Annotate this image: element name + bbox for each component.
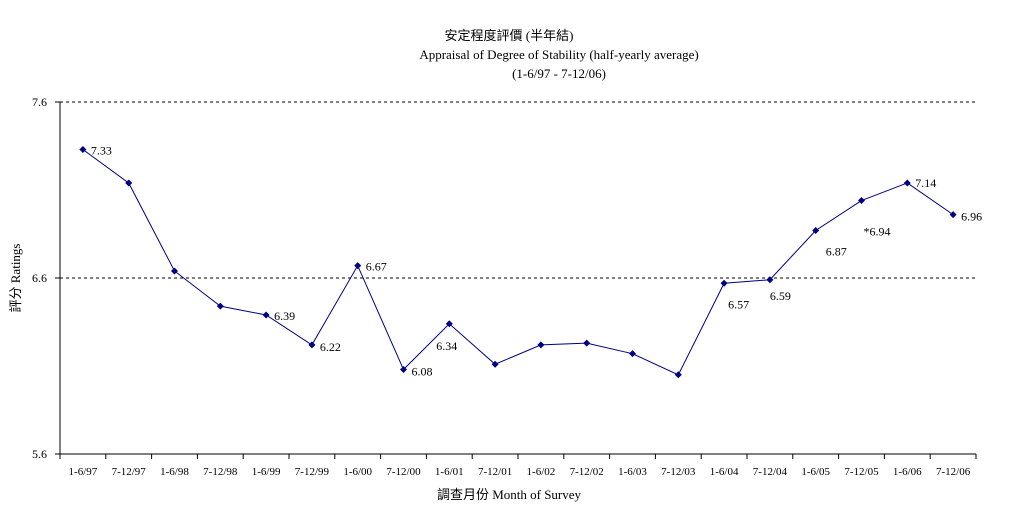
data-point [629,350,636,358]
data-label: 6.39 [274,309,295,323]
data-point [171,267,178,275]
data-point [583,339,591,347]
data-label: 6.22 [320,340,341,354]
data-point [903,179,911,187]
data-point [491,360,499,368]
data-point [445,320,453,328]
y-tick-label: 6.6 [32,271,47,285]
data-point [766,276,774,284]
x-tick-label: 7-12/02 [570,466,604,478]
x-tick-label: 1-6/98 [160,466,189,478]
data-point [400,366,407,374]
x-tick-label: 1-6/06 [893,466,922,478]
x-tick-label: 7-12/05 [844,466,879,478]
data-label: 6.34 [436,339,457,353]
data-label: *6.94 [864,225,891,239]
data-point [949,211,957,219]
data-label: 6.08 [412,365,433,379]
data-label: 6.57 [728,297,749,311]
x-axis-label: 調查月份 Month of Survey [437,487,582,502]
x-tick-label: 7-12/98 [203,466,238,478]
x-tick-label: 7-12/04 [753,466,788,478]
x-tick-label: 7-12/01 [478,466,512,478]
x-tick-label: 1-6/01 [435,466,464,478]
data-point [674,371,682,379]
data-label: 7.14 [915,176,936,190]
data-label: 6.96 [961,210,982,224]
data-point [858,197,865,205]
x-tick-label: 1-6/05 [801,466,830,478]
data-label: 6.87 [826,244,847,258]
x-tick-label: 1-6/02 [527,466,556,478]
data-label: 7.33 [91,144,112,158]
x-tick-label: 7-12/99 [295,466,330,478]
x-tick-label: 7-12/03 [661,466,696,478]
x-tick-label: 1-6/97 [69,466,98,478]
data-point [537,341,545,349]
y-tick-label: 7.6 [32,95,47,109]
x-tick-label: 7-12/97 [112,466,147,478]
data-point [812,226,820,234]
chart-title: 安定程度評價 (半年結) [445,28,574,43]
data-point [79,146,87,154]
series-line [82,149,954,376]
data-label: 6.67 [366,260,387,274]
data-point [308,341,316,349]
data-point [125,179,133,187]
y-tick-label: 5.6 [32,447,47,461]
data-point [262,311,270,319]
x-tick-label: 7-12/00 [386,466,421,478]
data-point [354,262,362,270]
chart-subtitle: Appraisal of Degree of Stability (half-y… [419,47,698,62]
x-tick-label: 1-6/04 [710,466,739,478]
data-label: 6.59 [770,289,791,303]
y-axis-label: 評分 Ratings [8,244,23,313]
x-tick-label: 7-12/06 [936,466,971,478]
data-point [216,302,224,310]
chart-subtitle-range: (1-6/97 - 7-12/06) [512,66,606,81]
x-tick-label: 1-6/00 [343,466,372,478]
data-point [720,279,728,287]
x-tick-label: 1-6/99 [252,466,281,478]
x-tick-label: 1-6/03 [618,466,647,478]
